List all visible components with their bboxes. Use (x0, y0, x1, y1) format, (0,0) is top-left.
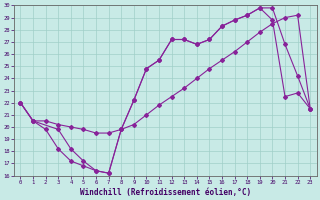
X-axis label: Windchill (Refroidissement éolien,°C): Windchill (Refroidissement éolien,°C) (80, 188, 251, 197)
